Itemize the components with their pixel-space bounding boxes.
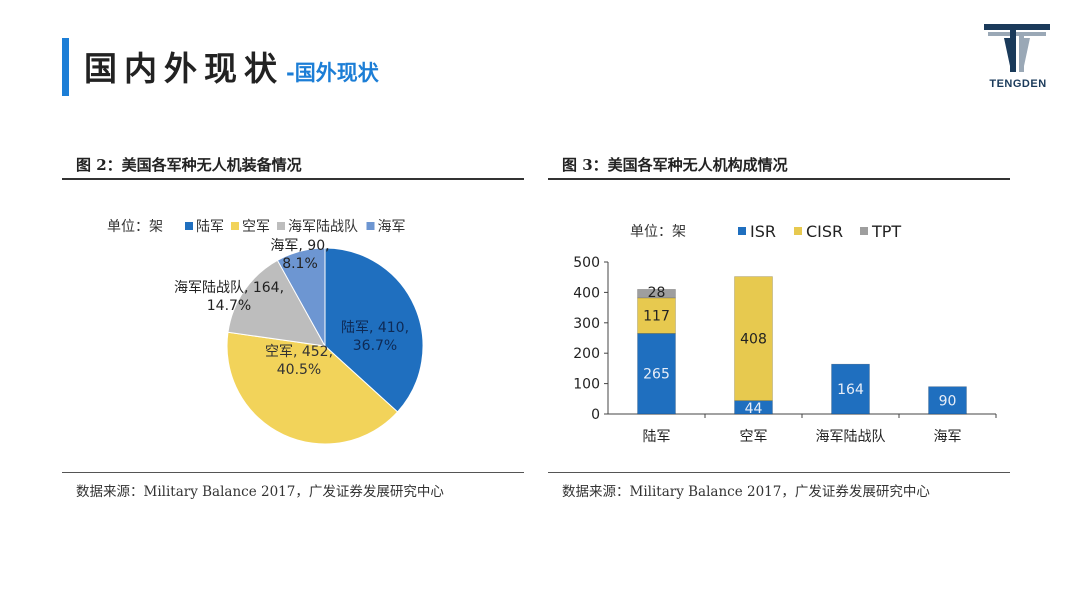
brand-name: TENGDEN (989, 78, 1047, 90)
pie-label-name-2: 海军陆战队, 164, (174, 280, 284, 296)
bar-2-0 (831, 363, 870, 415)
right-panel-source: 数据来源：Military Balance 2017，广发证券发展研究中心 (562, 480, 930, 500)
right-panel-top-rule (548, 178, 1010, 180)
pie-slices (226, 247, 424, 445)
pie-legend-label-1: 空军 (242, 219, 270, 235)
left-panel-title: 图 2：美国各军种无人机装备情况 (76, 156, 302, 174)
bar-legend-swatch-1 (794, 227, 802, 235)
bar-label-2-0: 164 (837, 382, 864, 398)
pie-label-percent-3: 8.1% (282, 256, 318, 272)
pie-label-percent-0: 36.7% (353, 338, 397, 354)
pie-data-labels: 陆军, 410, 36.7% 空军, 452, 40.5% 海军陆战队, 164, 14.… (174, 238, 409, 378)
pie-unit-label: 单位：架 (107, 219, 163, 235)
pie-legend-swatch-1 (231, 222, 239, 230)
bar-legend-label-2: TPT (871, 222, 901, 241)
pie-slice-3 (276, 247, 326, 348)
left-panel-bottom-rule (62, 472, 524, 473)
bar-data-labels: 265 117 28 44 408 164 90 (643, 285, 956, 417)
y-tick-label-5: 500 (573, 255, 600, 271)
y-tick-label-2: 200 (573, 346, 600, 362)
page-title: 国内外现状 (84, 49, 284, 88)
pie-legend: 单位：架 陆军 空军 海军陆战队 海军 (107, 219, 406, 235)
y-tick-label-0: 0 (591, 407, 600, 423)
y-tick-label-1: 100 (573, 377, 600, 393)
y-tick-label-4: 400 (573, 285, 600, 301)
right-panel-bottom-rule (548, 472, 1010, 473)
x-tick-label-0: 陆军 (643, 429, 671, 445)
bar-0-0 (637, 333, 676, 415)
bar-label-3-0: 90 (939, 393, 957, 409)
bar-axes: 0 100 200 300 400 500 陆军 空军 海军陆战队 海军 (573, 255, 997, 445)
pie-label-name-0: 陆军, 410, (341, 320, 409, 336)
page-subtitle: -国外现状 (286, 61, 379, 85)
pie-label-percent-2: 14.7% (207, 298, 251, 314)
bar-0-2 (637, 289, 676, 299)
left-panel-source: 数据来源：Military Balance 2017，广发证券发展研究中心 (76, 480, 444, 500)
pie-chart: 单位：架 陆军 空军 海军陆战队 海军 陆军, 410, 36.7% 空军, 452, 40.… (107, 219, 424, 445)
bar-legend: 单位：架 ISR CISR TPT (630, 222, 901, 241)
bar-legend-swatch-0 (738, 227, 746, 235)
right-source-text: 数据来源：Military Balance 2017，广发证券发展研究中心 (562, 484, 930, 500)
bar-label-1-0: 44 (745, 401, 763, 417)
bar-0-1 (637, 297, 676, 334)
right-panel-title: 图 3：美国各军种无人机构成情况 (562, 156, 788, 174)
left-panel-top-rule (62, 178, 524, 180)
x-tick-label-3: 海军 (934, 429, 962, 445)
y-tick-label-3: 300 (573, 316, 600, 332)
pie-legend-swatch-0 (185, 222, 193, 230)
left-source-text: 数据来源：Military Balance 2017，广发证券发展研究中心 (76, 484, 444, 500)
bar-label-1-1: 408 (740, 332, 767, 348)
x-tick-label-1: 空军 (740, 429, 768, 445)
title-accent-bar (62, 38, 69, 96)
pie-label-name-1: 空军, 452, (265, 344, 333, 360)
pie-label-name-3: 海军, 90, (270, 238, 329, 254)
pie-legend-label-0: 陆军 (196, 219, 224, 235)
bar-label-0-1: 117 (643, 309, 670, 325)
bar-series (637, 276, 967, 415)
pie-legend-label-3: 海军 (378, 219, 406, 235)
bar-3-0 (928, 386, 967, 415)
pie-legend-swatch-3 (366, 222, 375, 230)
pie-label-percent-1: 40.5% (277, 362, 321, 378)
bar-legend-label-1: CISR (806, 222, 843, 241)
brand-logo-mark (984, 24, 1050, 72)
pie-legend-swatch-2 (277, 222, 285, 230)
pie-legend-label-2: 海军陆战队 (288, 219, 358, 235)
bar-unit-label: 单位：架 (630, 224, 686, 240)
x-tick-label-2: 海军陆战队 (816, 429, 886, 445)
brand-logo: TENGDEN (982, 22, 1054, 94)
bar-label-0-2: 28 (648, 285, 666, 301)
bar-label-0-0: 265 (643, 367, 670, 383)
bar-1-1 (734, 276, 773, 401)
pie-slice-1 (226, 331, 399, 445)
pie-slice-2 (227, 259, 326, 347)
bar-legend-label-0: ISR (750, 222, 776, 241)
bar-legend-swatch-2 (860, 227, 868, 235)
pie-slice-0 (324, 247, 424, 413)
slide-title: 国内外现状 -国外现状 (84, 42, 379, 88)
stacked-bar-chart: 单位：架 ISR CISR TPT 0 100 200 300 400 500 陆军 空军 海军陆战队… (573, 222, 997, 445)
